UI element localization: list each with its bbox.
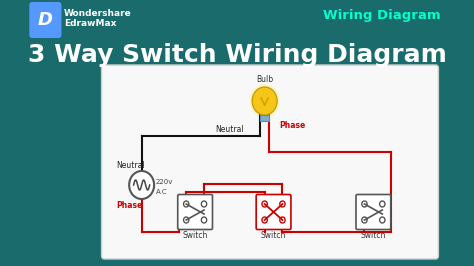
Circle shape (249, 84, 280, 118)
Circle shape (262, 201, 267, 207)
Circle shape (252, 87, 277, 115)
Text: Neutral: Neutral (216, 125, 244, 134)
Circle shape (183, 217, 189, 223)
Text: Switch: Switch (182, 231, 208, 240)
Text: Bulb: Bulb (256, 76, 273, 85)
Circle shape (362, 217, 367, 223)
Text: Phase: Phase (279, 121, 305, 130)
Circle shape (280, 217, 285, 223)
Circle shape (380, 217, 385, 223)
FancyBboxPatch shape (256, 194, 291, 230)
Text: Wiring Diagram: Wiring Diagram (323, 10, 441, 23)
FancyBboxPatch shape (356, 194, 391, 230)
Text: EdrawMax: EdrawMax (64, 19, 117, 28)
Circle shape (201, 201, 207, 207)
Text: A.C: A.C (156, 189, 167, 195)
Text: Neutral: Neutral (117, 160, 146, 169)
Circle shape (129, 171, 154, 199)
FancyBboxPatch shape (260, 115, 269, 121)
Text: Wondershare: Wondershare (64, 9, 132, 18)
Circle shape (262, 217, 267, 223)
Text: Switch: Switch (361, 231, 386, 240)
Circle shape (183, 201, 189, 207)
Circle shape (280, 201, 285, 207)
Text: Switch: Switch (261, 231, 286, 240)
Text: Phase: Phase (117, 201, 143, 210)
FancyBboxPatch shape (29, 2, 62, 38)
FancyBboxPatch shape (101, 65, 438, 259)
FancyBboxPatch shape (178, 194, 212, 230)
Text: 3 Way Switch Wiring Diagram: 3 Way Switch Wiring Diagram (27, 43, 447, 67)
Text: D: D (38, 11, 53, 29)
Text: 220v: 220v (156, 179, 173, 185)
Circle shape (201, 217, 207, 223)
Circle shape (362, 201, 367, 207)
Circle shape (380, 201, 385, 207)
